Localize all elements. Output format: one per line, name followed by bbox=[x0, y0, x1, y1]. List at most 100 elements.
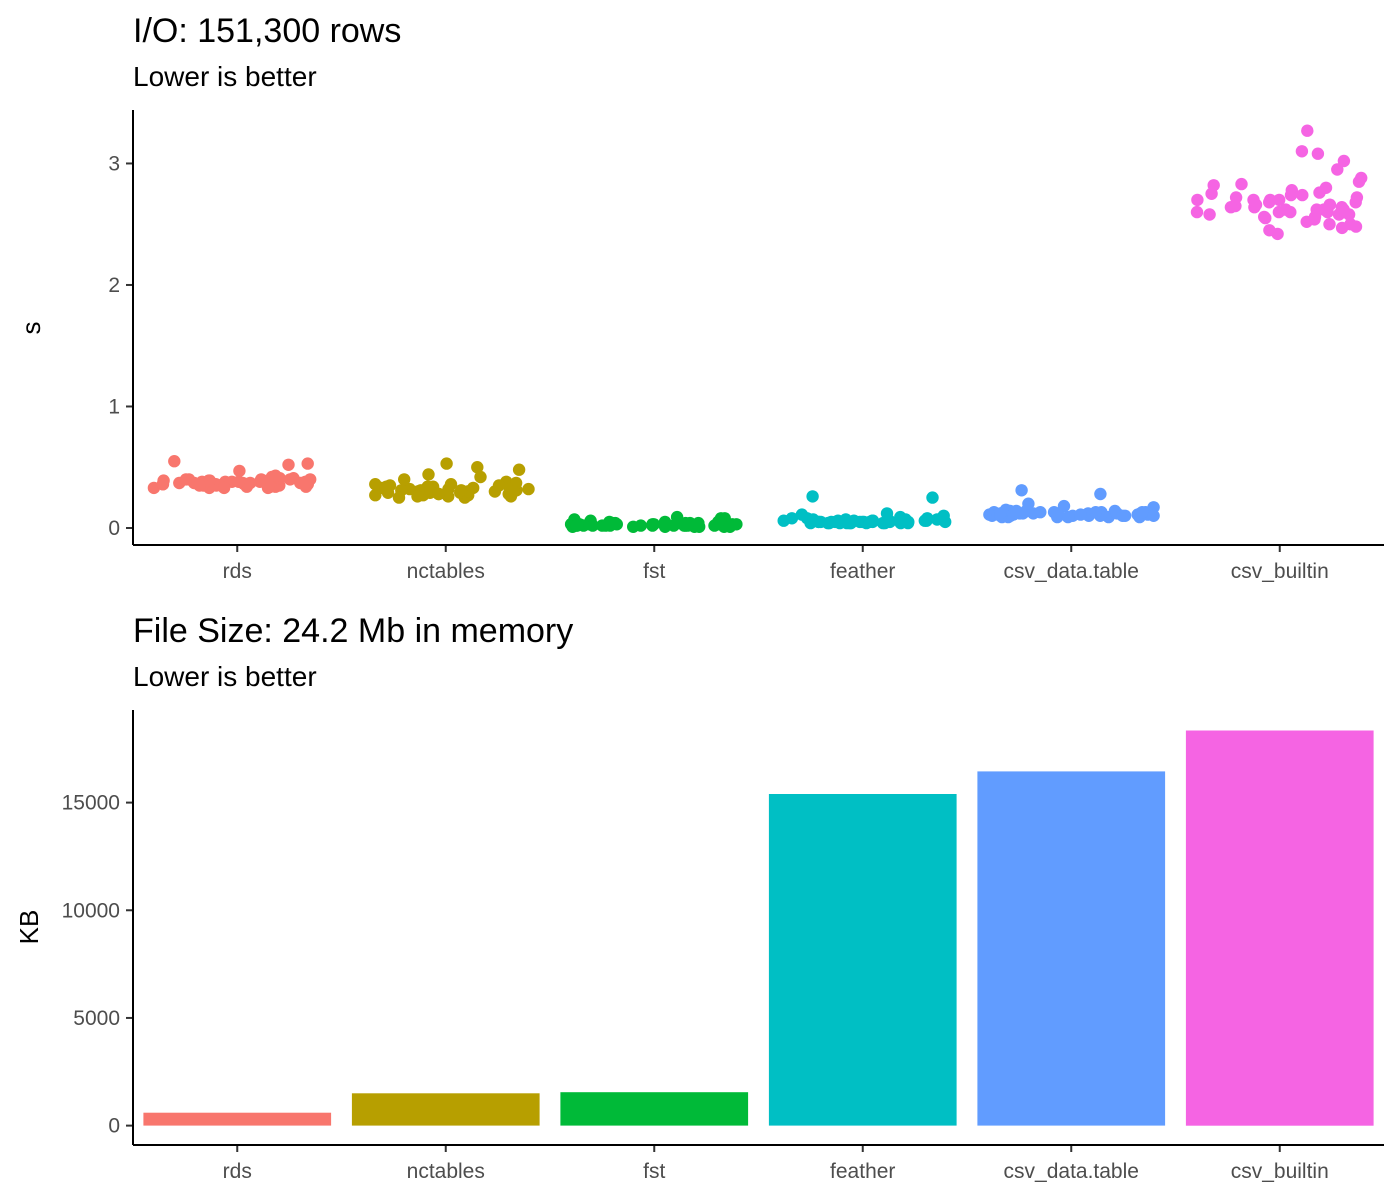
io-y-tick-label: 0 bbox=[108, 517, 120, 540]
io-point-feather bbox=[821, 516, 835, 530]
io-point-csv_builtin bbox=[1308, 210, 1322, 224]
io-point-feather bbox=[902, 515, 915, 529]
io-point-csv_builtin bbox=[1284, 188, 1298, 202]
io-point-fst bbox=[599, 519, 612, 532]
io-point-nctables bbox=[507, 485, 520, 498]
io-point-fst bbox=[647, 518, 661, 531]
io-point-csv_builtin bbox=[1284, 205, 1297, 219]
size-chart-subtitle: Lower is better bbox=[133, 661, 317, 692]
io-y-tick-label: 3 bbox=[108, 152, 120, 175]
io-chart-subtitle: Lower is better bbox=[133, 61, 317, 92]
io-point-fst bbox=[692, 516, 705, 530]
io-point-feather bbox=[806, 490, 819, 503]
io-point-csv_builtin bbox=[1271, 227, 1284, 241]
io-point-csv_builtin bbox=[1301, 124, 1314, 137]
io-point-csv_builtin bbox=[1224, 201, 1238, 214]
size-chart-bars bbox=[143, 730, 1374, 1126]
io-point-feather bbox=[833, 516, 846, 530]
io-point-csv_builtin bbox=[1335, 221, 1349, 235]
size-bar-nctables bbox=[351, 1093, 540, 1126]
io-point-csv_builtin bbox=[1323, 218, 1336, 231]
io-point-rds bbox=[217, 481, 231, 495]
io-point-csv_builtin bbox=[1337, 154, 1351, 168]
io-point-nctables bbox=[512, 463, 526, 476]
size-bar-rds bbox=[143, 1112, 332, 1126]
io-point-csv_data.table bbox=[1061, 510, 1075, 524]
io-point-nctables bbox=[522, 482, 535, 496]
io-x-tick-label: feather bbox=[830, 560, 895, 583]
io-point-fst bbox=[679, 516, 692, 530]
io-point-csv_data.table bbox=[1116, 509, 1129, 522]
io-point-csv_data.table bbox=[1050, 508, 1064, 521]
io-point-rds bbox=[301, 457, 314, 470]
io-point-fst bbox=[634, 519, 647, 532]
io-y-tick-label: 2 bbox=[108, 274, 120, 297]
size-x-tick-label: nctables bbox=[407, 1160, 485, 1183]
io-point-csv_builtin bbox=[1207, 179, 1220, 192]
io-point-feather bbox=[883, 514, 896, 527]
io-point-csv_builtin bbox=[1311, 147, 1325, 160]
size-y-tick-label: 15000 bbox=[62, 792, 120, 815]
io-point-rds bbox=[156, 478, 170, 491]
io-point-nctables bbox=[492, 479, 506, 492]
io-point-feather bbox=[844, 516, 858, 530]
io-point-csv_data.table bbox=[1094, 487, 1107, 501]
io-point-csv_data.table bbox=[983, 508, 996, 521]
io-chart-y-axis: 0 1 2 3 bbox=[108, 152, 133, 540]
io-point-nctables bbox=[474, 470, 487, 484]
io-point-csv_data.table bbox=[1074, 508, 1087, 521]
io-chart-y-axis-label: s bbox=[16, 322, 46, 335]
io-chart: I/O: 151,300 rows Lower is better s 0 1 2 3… bbox=[16, 12, 1384, 583]
io-point-rds bbox=[233, 464, 246, 478]
size-y-tick-label: 5000 bbox=[73, 1007, 120, 1030]
io-point-rds bbox=[232, 475, 245, 488]
io-point-rds bbox=[179, 473, 193, 486]
size-x-tick-label: fst bbox=[643, 1160, 665, 1183]
io-x-tick-label: fst bbox=[643, 560, 665, 583]
io-point-nctables bbox=[398, 473, 411, 486]
io-point-csv_builtin bbox=[1264, 193, 1277, 207]
io-point-nctables bbox=[432, 487, 445, 501]
size-chart-y-axis-label: KB bbox=[14, 910, 44, 945]
size-bar-csv_data.table bbox=[977, 771, 1166, 1126]
io-point-nctables bbox=[411, 490, 424, 503]
io-chart-points bbox=[147, 124, 1368, 533]
size-y-tick-label: 0 bbox=[108, 1115, 120, 1138]
io-point-csv_data.table bbox=[1034, 506, 1047, 519]
io-point-csv_builtin bbox=[1352, 175, 1366, 188]
io-point-nctables bbox=[369, 478, 382, 491]
io-point-fst bbox=[658, 515, 672, 529]
io-point-rds bbox=[193, 479, 206, 492]
io-point-csv_builtin bbox=[1349, 220, 1363, 233]
io-point-nctables bbox=[440, 457, 453, 470]
io-point-feather bbox=[918, 514, 931, 527]
io-point-csv_data.table bbox=[1147, 509, 1160, 522]
io-x-tick-label: csv_data.table bbox=[1004, 560, 1139, 583]
io-point-nctables bbox=[379, 481, 392, 495]
io-point-feather bbox=[930, 513, 944, 526]
size-x-tick-label: feather bbox=[830, 1160, 895, 1183]
io-point-rds bbox=[269, 469, 282, 482]
size-chart: File Size: 24.2 Mb in memory Lower is be… bbox=[14, 612, 1384, 1183]
io-point-csv_data.table bbox=[994, 507, 1007, 520]
io-point-csv_builtin bbox=[1331, 163, 1344, 176]
io-point-csv_builtin bbox=[1190, 205, 1204, 219]
io-point-csv_builtin bbox=[1349, 196, 1362, 209]
io-point-fst bbox=[708, 519, 721, 532]
io-point-rds bbox=[255, 473, 268, 486]
io-point-fst bbox=[570, 519, 584, 532]
io-point-csv_data.table bbox=[1015, 484, 1028, 497]
io-point-feather bbox=[785, 512, 799, 525]
size-chart-x-axis: rds nctables fst feather csv_data.table csv_b… bbox=[223, 1145, 1329, 1183]
size-x-tick-label: csv_data.table bbox=[1004, 1160, 1139, 1183]
io-point-rds bbox=[168, 455, 181, 468]
io-point-rds bbox=[299, 476, 312, 490]
io-point-nctables bbox=[422, 468, 435, 481]
io-point-csv_builtin bbox=[1235, 177, 1248, 191]
io-point-csv_data.table bbox=[1136, 506, 1149, 519]
io-point-csv_data.table bbox=[1089, 506, 1102, 519]
io-point-feather bbox=[926, 491, 939, 504]
io-point-csv_builtin bbox=[1258, 210, 1271, 224]
io-x-tick-label: nctables bbox=[407, 560, 485, 583]
